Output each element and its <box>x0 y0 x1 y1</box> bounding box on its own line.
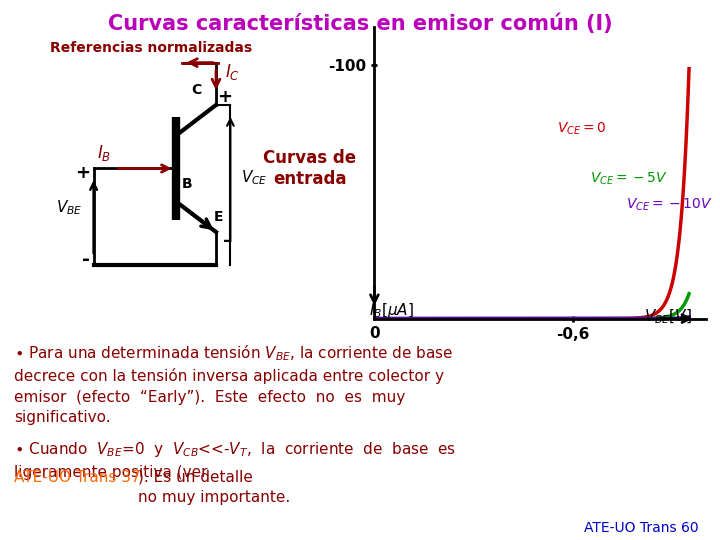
Text: $V_{CE}=-5V$: $V_{CE}=-5V$ <box>590 171 667 187</box>
Text: $V_{CE}=0$: $V_{CE}=0$ <box>557 120 606 137</box>
Text: $\bullet$ Cuando  $V_{BE}$=0  y  $V_{CB}$<<-$V_T$,  la  corriente  de  base  es
: $\bullet$ Cuando $V_{BE}$=0 y $V_{CB}$<<… <box>14 440 456 480</box>
Text: $V_{BE}[V]$: $V_{BE}[V]$ <box>644 308 693 326</box>
Text: Referencias normalizadas: Referencias normalizadas <box>50 42 252 56</box>
Text: Curvas de
entrada: Curvas de entrada <box>263 149 356 188</box>
Text: $V_{BE}$: $V_{BE}$ <box>56 198 83 217</box>
Text: $I_B$: $I_B$ <box>97 143 112 164</box>
Text: ATE-UO Trans 37: ATE-UO Trans 37 <box>14 470 141 485</box>
Text: 0: 0 <box>369 326 380 341</box>
Text: $\bullet$ Para una determinada tensión $V_{BE}$, la corriente de base
decrece co: $\bullet$ Para una determinada tensión $… <box>14 343 454 426</box>
Text: C: C <box>191 83 202 97</box>
Text: $I_B[\mu A]$: $I_B[\mu A]$ <box>369 301 415 320</box>
Text: +: + <box>217 89 233 106</box>
Text: $V_{CE}$: $V_{CE}$ <box>241 168 268 187</box>
Text: $V_{CE}=-10V$: $V_{CE}=-10V$ <box>626 197 713 213</box>
Text: -: - <box>223 232 230 250</box>
Text: +: + <box>75 164 90 182</box>
Text: Curvas características en emisor común (I): Curvas características en emisor común (… <box>108 14 612 34</box>
Text: E: E <box>215 210 224 224</box>
Text: $I_C$: $I_C$ <box>225 62 240 82</box>
Text: -: - <box>82 249 90 269</box>
Text: ). Es un detalle
no muy importante.: ). Es un detalle no muy importante. <box>138 470 290 505</box>
Text: ATE-UO Trans 60: ATE-UO Trans 60 <box>584 521 698 535</box>
Text: B: B <box>182 177 192 191</box>
